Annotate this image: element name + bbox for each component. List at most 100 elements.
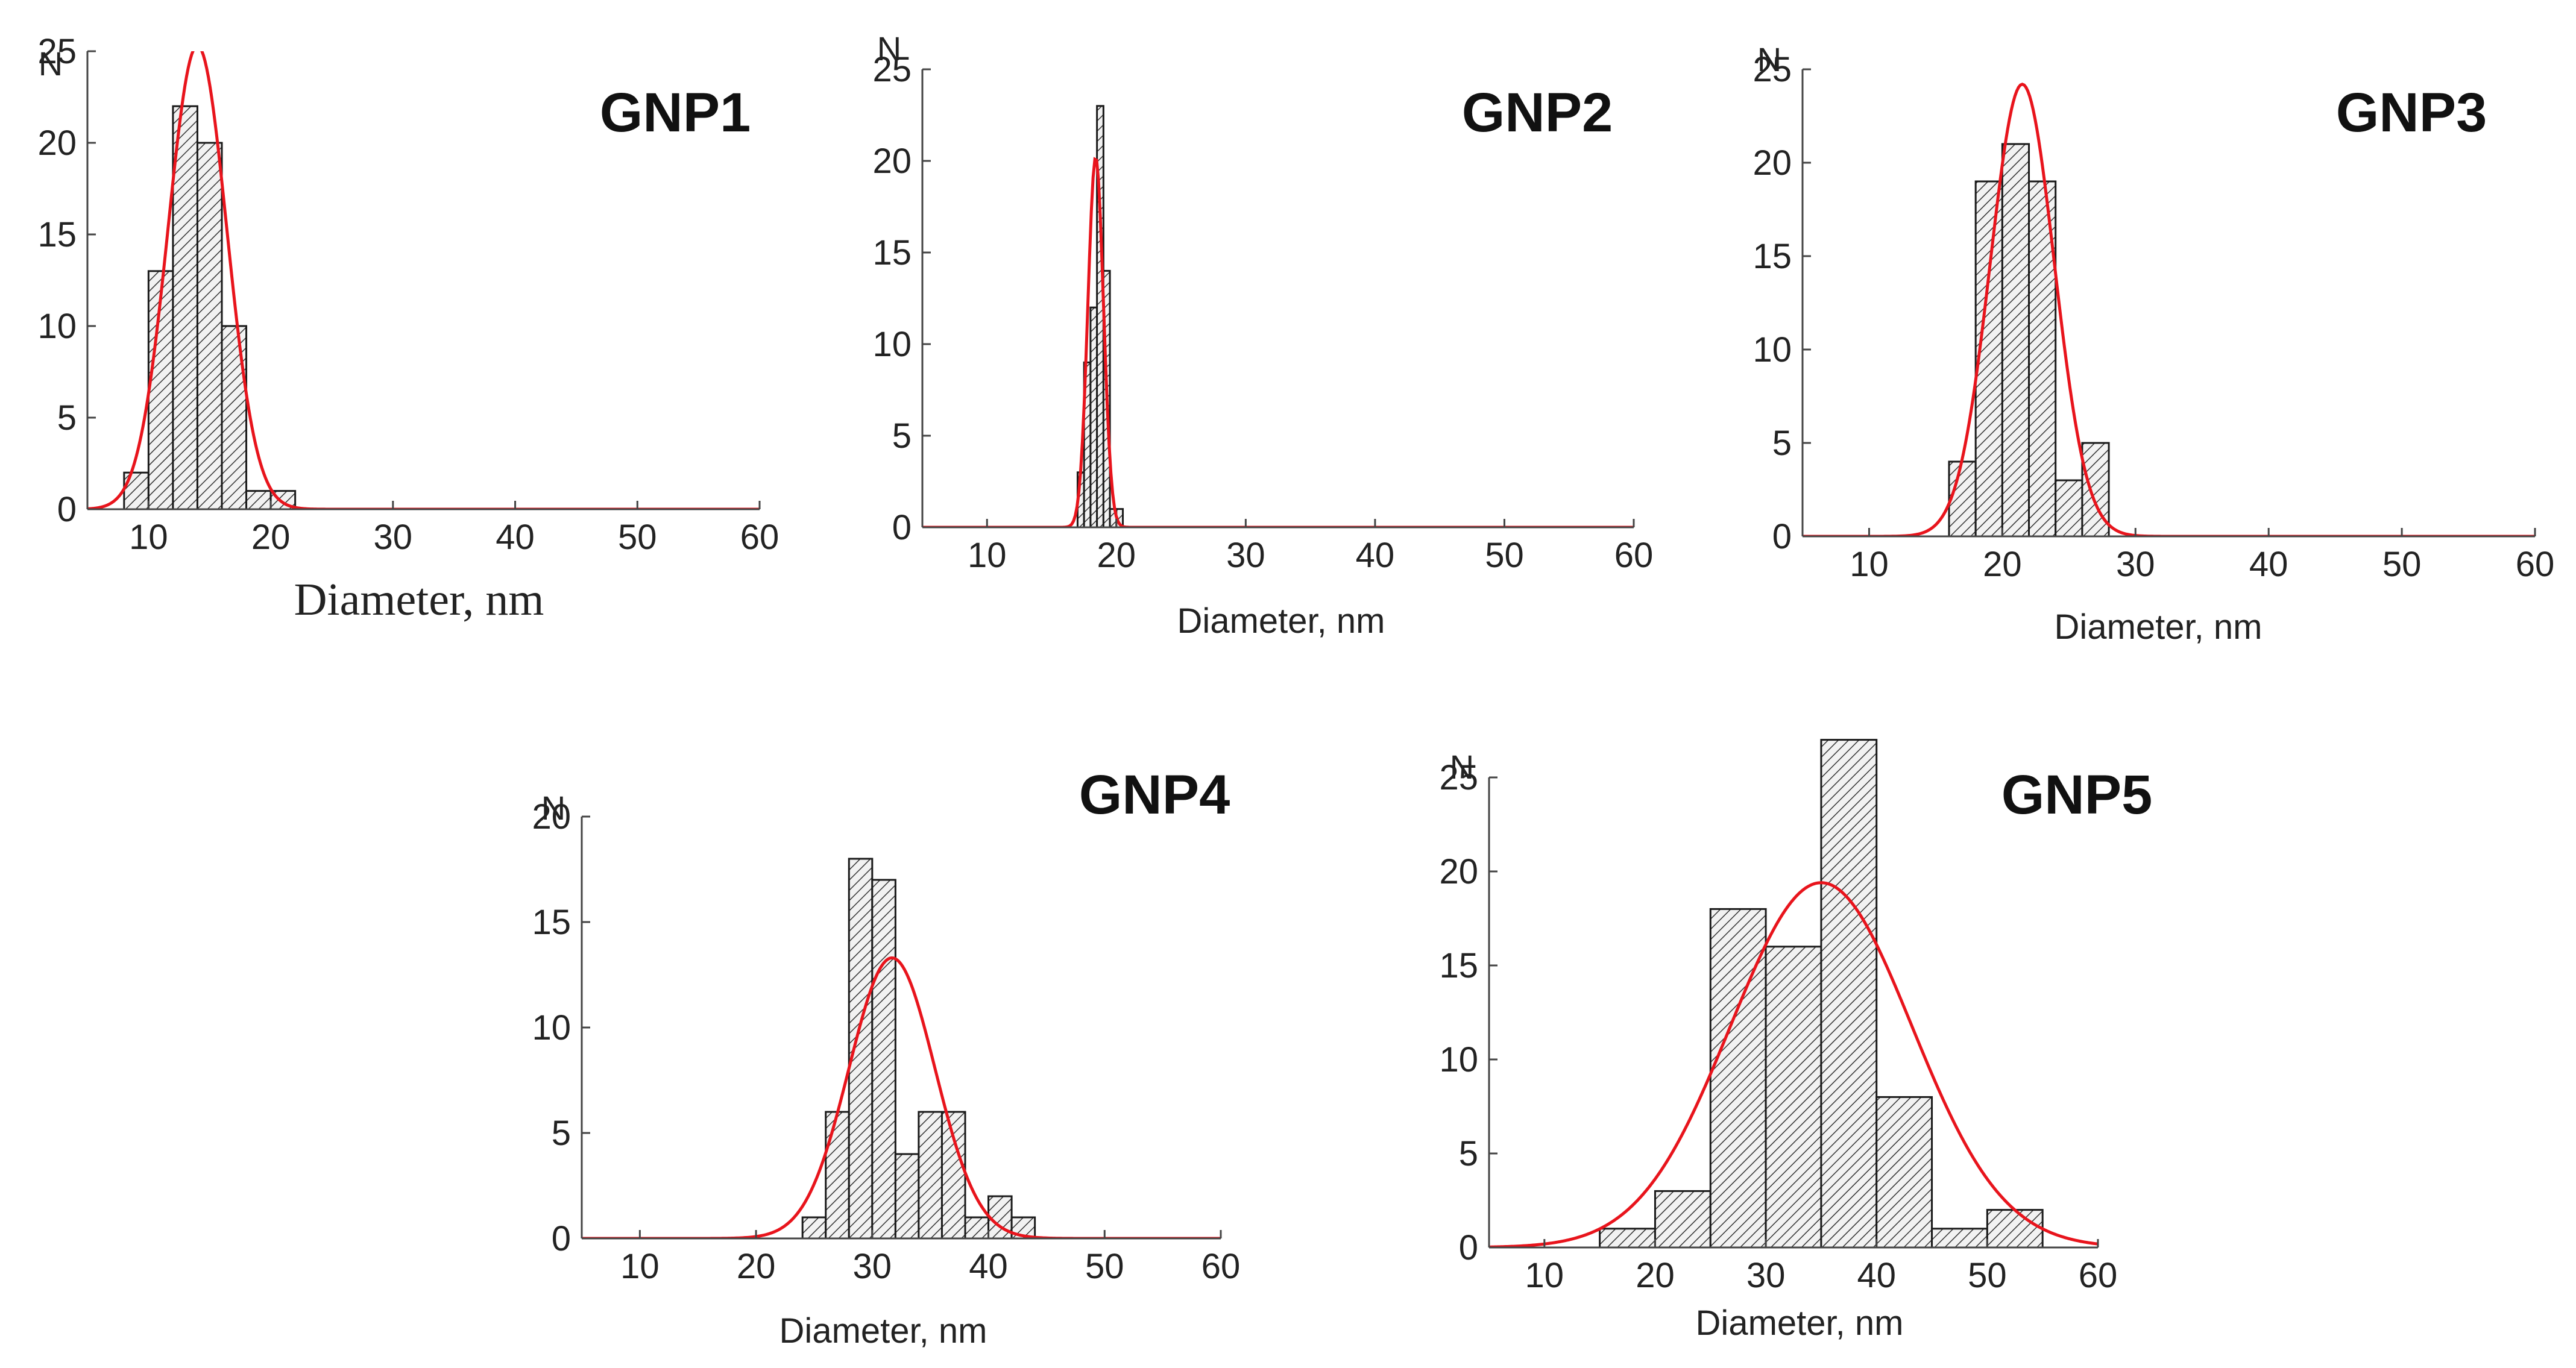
histogram-bar [1974, 180, 2003, 538]
y-axis-label: N [39, 45, 63, 83]
x-tick-label: 10 [620, 1247, 660, 1286]
y-tick-label: 0 [552, 1219, 571, 1258]
axis-ticks: 10 20 30 40 50 60 0 5 10 15 20 [532, 797, 1240, 1286]
histogram-bar [2055, 479, 2083, 538]
y-tick-label: 10 [872, 325, 912, 364]
y-tick-label: 10 [37, 307, 77, 346]
histogram-bars [1948, 143, 2110, 538]
y-tick-label: 25 [37, 32, 77, 71]
x-axis-label: Diameter, nm [1177, 601, 1385, 641]
x-tick-label: 10 [1850, 545, 1889, 584]
x-tick-label: 20 [1636, 1256, 1675, 1295]
x-tick-label: 50 [1968, 1256, 2007, 1295]
y-tick-label: 20 [1439, 852, 1478, 891]
panel-title: GNP4 [1079, 764, 1230, 826]
chart-panel-gnp3: GNP3 N 10 20 30 40 50 60 0 5 10 15 20 25 Diameter, … [1752, 40, 2554, 647]
x-tick-label: 30 [1226, 536, 1265, 575]
y-tick-label: 15 [532, 903, 571, 942]
x-tick-label: 40 [1356, 536, 1395, 575]
gaussian-fit-curve [1803, 83, 2535, 536]
panel-title: GNP3 [2336, 82, 2487, 143]
x-tick-label: 20 [737, 1247, 776, 1286]
x-tick-label: 20 [251, 518, 291, 557]
y-tick-label: 15 [1752, 237, 1792, 276]
axes [581, 815, 1222, 1240]
x-axis-label: Diameter, nm [2055, 607, 2263, 647]
y-tick-label: 0 [1459, 1228, 1478, 1267]
y-tick-label: 5 [57, 398, 77, 438]
histogram-bars [1599, 739, 2044, 1249]
histogram-bar [1986, 1209, 2044, 1249]
axes [1488, 776, 2099, 1249]
y-tick-label: 25 [1439, 758, 1478, 797]
chart-panel-gnp4: GNP4 N 10 20 30 40 50 60 0 5 10 15 20 Diameter, nm [532, 764, 1240, 1351]
axes [921, 68, 1635, 529]
y-tick-label: 20 [532, 797, 571, 836]
histogram-bar [918, 1111, 943, 1240]
histogram-bar [894, 1153, 920, 1240]
y-tick-label: 0 [57, 490, 77, 529]
y-tick-label: 5 [552, 1114, 571, 1153]
histogram-bar [801, 1216, 827, 1240]
histogram-bar [1931, 1228, 1988, 1249]
x-tick-label: 40 [2249, 545, 2288, 584]
histogram-bar [940, 1111, 966, 1240]
x-tick-label: 30 [1746, 1256, 1786, 1295]
gaussian-fit-curve [1489, 881, 2098, 1247]
chart-panel-gnp1: GNP1 N 10 20 30 40 50 60 0 5 10 15 20 25 Diameter, … [37, 32, 779, 625]
x-tick-label: 60 [2516, 545, 2555, 584]
x-tick-label: 40 [496, 518, 535, 557]
x-tick-label: 60 [1614, 536, 1654, 575]
histogram-bar [2001, 143, 2030, 538]
x-tick-label: 50 [1085, 1247, 1124, 1286]
x-tick-label: 50 [2382, 545, 2422, 584]
y-tick-label: 20 [872, 142, 912, 181]
y-tick-label: 20 [1752, 143, 1792, 183]
axis-ticks: 10 20 30 40 50 60 0 5 10 15 20 25 [872, 50, 1653, 575]
y-tick-label: 5 [1459, 1134, 1478, 1173]
panel-title: GNP2 [1462, 82, 1613, 143]
y-tick-label: 10 [1752, 330, 1792, 369]
y-tick-label: 10 [532, 1008, 571, 1047]
y-tick-label: 15 [872, 233, 912, 272]
histogram-bar [1599, 1228, 1656, 1249]
y-axis-label: N [541, 789, 565, 827]
x-tick-label: 20 [1097, 536, 1136, 575]
x-tick-label: 50 [1485, 536, 1524, 575]
axis-ticks: 10 20 30 40 50 60 0 5 10 15 20 25 [37, 32, 779, 557]
chart-panel-gnp2: GNP2 N 10 20 30 40 50 60 0 5 10 15 20 25 Diameter, … [872, 30, 1653, 641]
x-tick-label: 40 [1857, 1256, 1896, 1295]
histogram-bar [221, 325, 248, 510]
x-tick-label: 30 [374, 518, 413, 557]
histogram-bar [964, 1216, 990, 1240]
histogram-bars [1076, 105, 1124, 529]
histogram-bar [1654, 1190, 1712, 1249]
y-tick-label: 0 [1772, 517, 1792, 556]
histogram-bar [196, 142, 223, 510]
histogram-bar [1948, 460, 1977, 538]
axis-ticks: 10 20 30 40 50 60 0 5 10 15 20 25 [1752, 50, 2554, 584]
x-tick-label: 30 [853, 1247, 892, 1286]
x-tick-label: 60 [740, 518, 779, 557]
histogram-bars [801, 858, 1036, 1240]
y-axis-label: N [1450, 748, 1474, 786]
x-tick-label: 50 [618, 518, 657, 557]
y-tick-label: 20 [37, 124, 77, 163]
y-tick-label: 0 [892, 508, 912, 547]
x-tick-label: 60 [2079, 1256, 2118, 1295]
histogram-bar [1875, 1096, 1933, 1249]
y-axis-label: N [1757, 40, 1781, 78]
panel-title: GNP1 [600, 82, 751, 143]
chart-panel-gnp5: GNP5 N 10 20 30 40 50 60 0 5 10 15 20 25 Diameter, … [1439, 739, 2152, 1343]
y-tick-label: 15 [1439, 946, 1478, 985]
axis-ticks: 10 20 30 40 50 60 0 5 10 15 20 25 [1439, 758, 2117, 1295]
y-tick-label: 25 [1752, 50, 1792, 89]
x-tick-label: 20 [1983, 545, 2022, 584]
histogram-bar [172, 105, 198, 510]
x-axis-label: Diameter, nm [294, 574, 544, 625]
histogram-bar [1820, 739, 1878, 1249]
histogram-bars [123, 105, 297, 510]
histogram-bar [825, 1111, 850, 1240]
x-tick-label: 10 [1525, 1256, 1564, 1295]
